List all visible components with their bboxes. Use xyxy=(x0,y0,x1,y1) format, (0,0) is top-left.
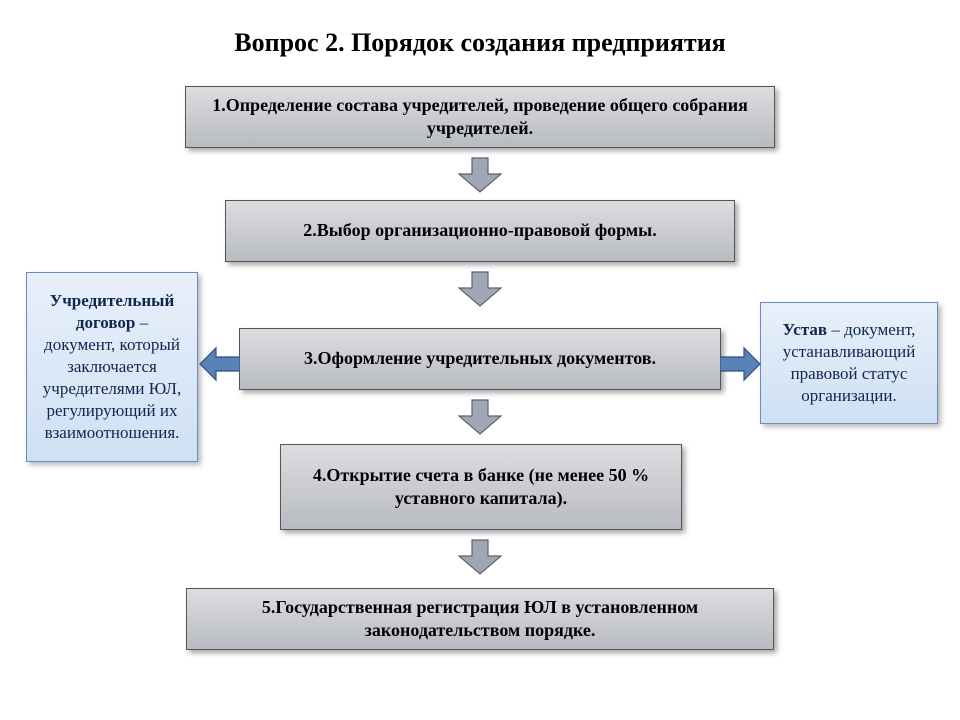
flow-step-5: 5.Государственная регистрация ЮЛ в устан… xyxy=(186,588,774,650)
flow-step-3: 3.Оформление учредительных документов. xyxy=(239,328,721,390)
flow-step-1: 1.Определение состава учредителей, прове… xyxy=(185,86,775,148)
flow-step-3-text: 3.Оформление учредительных документов. xyxy=(304,347,656,370)
arrow-left-icon xyxy=(198,346,240,387)
flow-step-2-text: 2.Выбор организационно-правовой формы. xyxy=(303,219,656,242)
flow-step-2: 2.Выбор организационно-правовой формы. xyxy=(225,200,735,262)
page-title: Вопрос 2. Порядок создания предприятия xyxy=(0,0,960,58)
side-note-left-text: Учредительный договор – документ, которы… xyxy=(41,290,183,445)
flow-step-4: 4.Открытие счета в банке (не менее 50 % … xyxy=(280,444,682,530)
arrow-down-icon xyxy=(455,270,505,308)
arrow-down-icon xyxy=(455,538,505,576)
flow-step-4-text: 4.Открытие счета в банке (не менее 50 % … xyxy=(295,464,667,511)
flow-step-1-text: 1.Определение состава учредителей, прове… xyxy=(200,94,760,141)
arrow-down-icon xyxy=(455,156,505,194)
flow-step-5-text: 5.Государственная регистрация ЮЛ в устан… xyxy=(201,596,759,643)
arrow-down-icon xyxy=(455,398,505,436)
arrow-right-icon xyxy=(720,346,762,387)
side-note-left: Учредительный договор – документ, которы… xyxy=(26,272,198,462)
side-note-right: Устав – документ, устанавливающий правов… xyxy=(760,302,938,424)
side-note-right-text: Устав – документ, устанавливающий правов… xyxy=(775,319,923,407)
